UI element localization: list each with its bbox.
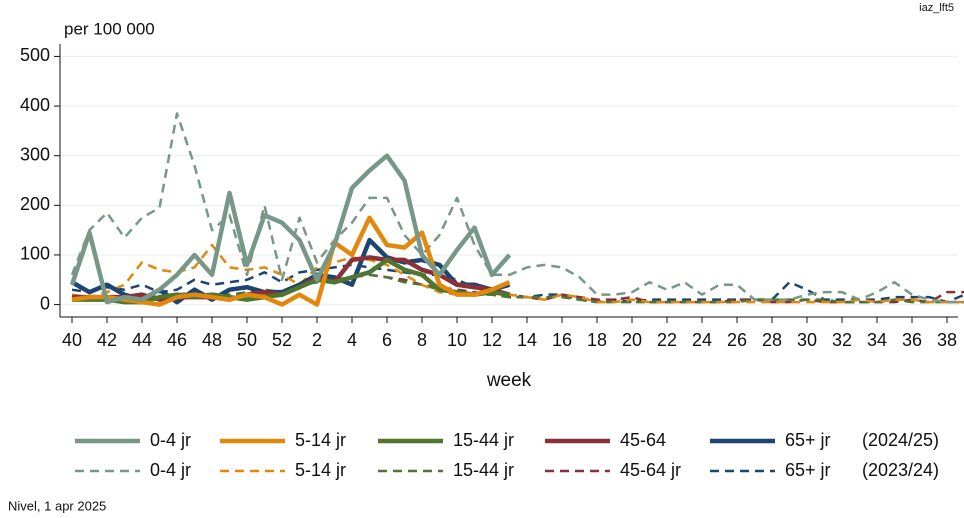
y-tick-label: 400 [20, 95, 50, 115]
x-tick-label: 6 [382, 330, 392, 350]
series-line [69, 153, 512, 305]
legend-label: 5-14 jr [295, 430, 346, 450]
y-tick-label: 300 [20, 144, 50, 164]
x-tick-label: 16 [552, 330, 572, 350]
series-line [71, 215, 511, 307]
x-tick-label: 46 [167, 330, 187, 350]
x-tick-label: 14 [517, 330, 537, 350]
x-tick-label: 30 [797, 330, 817, 350]
legend-label: 65+ jr [785, 460, 831, 480]
x-tick-label: 40 [62, 330, 82, 350]
legend-label: 45-64 [620, 430, 666, 450]
y-tick-label: 100 [20, 244, 50, 264]
series-line [70, 112, 964, 304]
legend-label: 65+ jr [785, 430, 831, 450]
legend-label: 15-44 jr [453, 430, 514, 450]
x-tick-label: 4 [347, 330, 357, 350]
corner-label: iaz_lft5 [919, 2, 954, 14]
x-tick-label: 52 [272, 330, 292, 350]
legend-label: 15-44 jr [453, 460, 514, 480]
x-tick-label: 2 [312, 330, 322, 350]
x-tick-label: 42 [97, 330, 117, 350]
y-tick-label: 200 [20, 194, 50, 214]
x-tick-label: 28 [762, 330, 782, 350]
x-tick-label: 36 [902, 330, 922, 350]
x-tick-label: 12 [482, 330, 502, 350]
x-tick-label: 44 [132, 330, 152, 350]
series-line [72, 273, 964, 304]
x-tick-label: 50 [237, 330, 257, 350]
legend-label: 0-4 jr [150, 430, 191, 450]
legend-group-label: (2024/25) [862, 430, 939, 450]
legend-label: 0-4 jr [150, 460, 191, 480]
x-tick-label: 22 [657, 330, 677, 350]
y-tick-label: 0 [40, 293, 50, 313]
y-unit-label: per 100 000 [64, 19, 155, 38]
x-tick-label: 32 [832, 330, 852, 350]
note: Nivel, 1 apr 2025 [8, 498, 106, 513]
legend-group-label: (2023/24) [862, 460, 939, 480]
x-tick-label: 8 [417, 330, 427, 350]
x-tick-label: 38 [937, 330, 957, 350]
series-line [71, 243, 964, 304]
x-tick-label: 10 [447, 330, 467, 350]
x-tick-label: 48 [202, 330, 222, 350]
legend-label: 45-64 jr [620, 460, 681, 480]
x-tick-label: 24 [692, 330, 712, 350]
y-tick-label: 500 [20, 45, 50, 65]
x-tick-label: 34 [867, 330, 887, 350]
legend-label: 5-14 jr [295, 460, 346, 480]
x-tick-label: 20 [622, 330, 642, 350]
x-tick-label: 18 [587, 330, 607, 350]
x-axis-label: week [486, 370, 532, 391]
x-tick-label: 26 [727, 330, 747, 350]
